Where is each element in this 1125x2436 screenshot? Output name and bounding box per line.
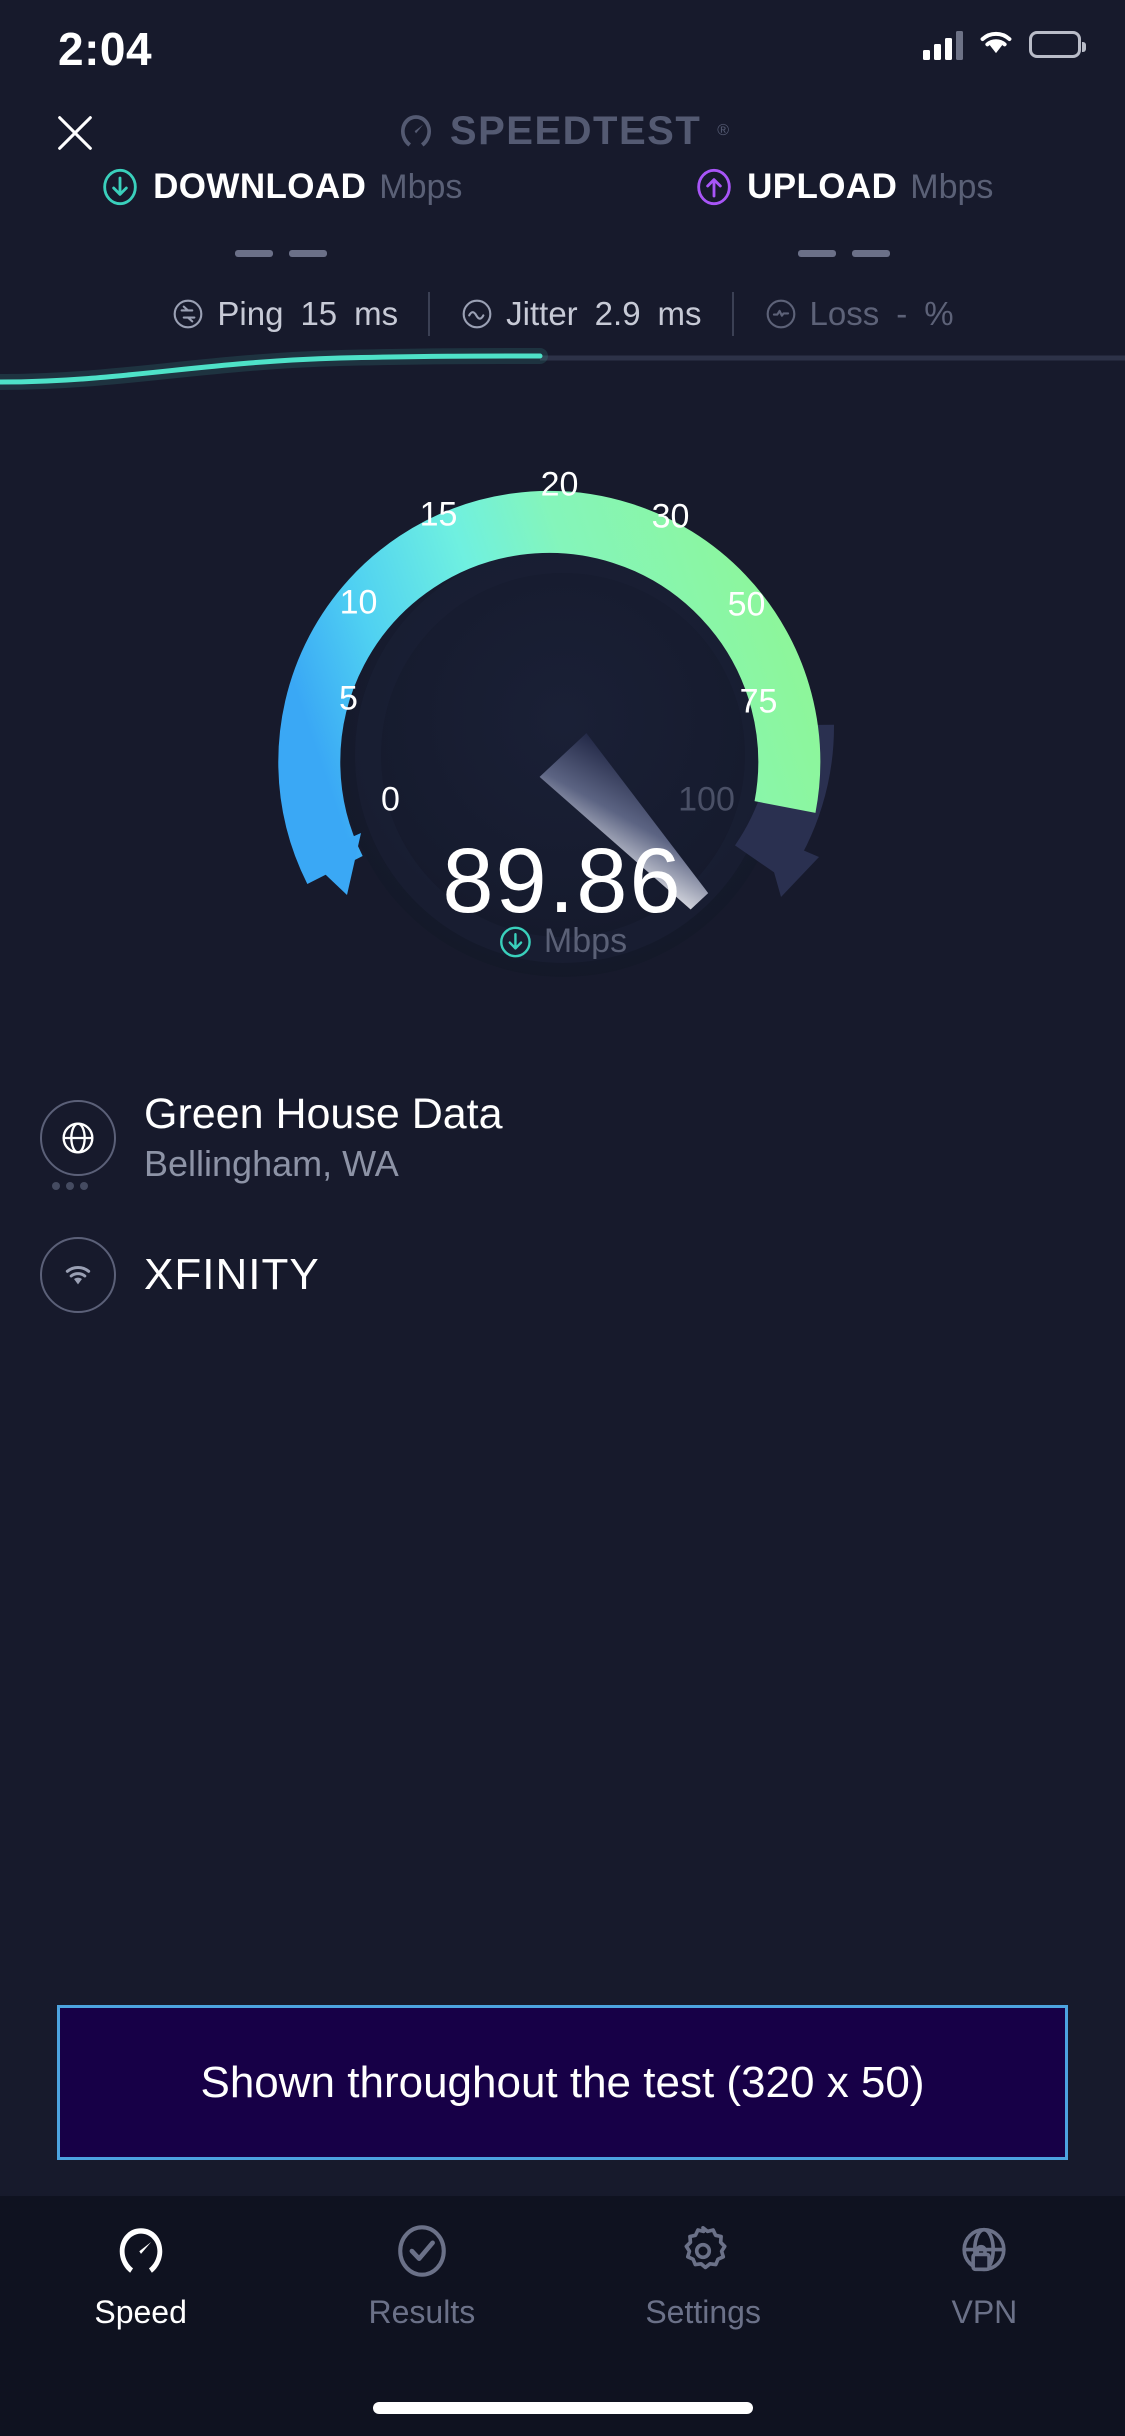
upload-header: UPLOAD Mbps <box>563 160 1125 214</box>
wifi-icon <box>977 28 1015 61</box>
upload-label: UPLOAD <box>747 167 898 206</box>
jitter-value: 2.9 <box>594 295 641 332</box>
gauge-tick-75: 75 <box>739 682 778 721</box>
speed-gauge: 0 5 10 15 20 30 50 75 100 <box>263 455 863 977</box>
download-label: DOWNLOAD <box>153 167 367 206</box>
speed-unit-label: Mbps <box>543 922 628 960</box>
server-name: Green House Data <box>144 1090 503 1138</box>
divider <box>428 292 431 336</box>
tab-settings[interactable]: Settings <box>563 2222 844 2436</box>
more-dots-icon[interactable] <box>52 1182 88 1190</box>
app-brand: SPEEDTEST ® <box>0 103 1125 159</box>
jitter-unit: ms <box>657 295 702 332</box>
jitter-label: Jitter <box>506 295 578 332</box>
download-progress-line <box>0 340 1125 400</box>
connection-info: Green House Data Bellingham, WA XFINITY <box>0 1090 1125 1314</box>
isp-name: XFINITY <box>144 1250 320 1300</box>
upload-arrow-icon <box>694 167 734 207</box>
ping-unit: ms <box>354 295 399 332</box>
gauge-tick-5: 5 <box>339 679 358 718</box>
tab-speed[interactable]: Speed <box>0 2222 281 2436</box>
gauge-tick-50: 50 <box>727 585 766 624</box>
ping-label: Ping <box>217 295 284 332</box>
value-dash <box>851 249 890 257</box>
globe-lock-icon <box>955 2222 1013 2280</box>
ad-banner-text: Shown throughout the test (320 x 50) <box>200 2057 925 2107</box>
upload-value <box>563 228 1125 278</box>
loss-label: Loss <box>809 295 880 332</box>
download-value <box>0 228 563 278</box>
gauge-tick-10: 10 <box>339 583 378 622</box>
isp-text: XFINITY <box>144 1250 320 1300</box>
home-indicator[interactable] <box>372 2402 753 2414</box>
trademark-mark: ® <box>717 122 730 139</box>
jitter-icon <box>460 297 494 331</box>
upload-unit: Mbps <box>910 167 994 206</box>
server-location: Bellingham, WA <box>144 1143 399 1185</box>
server-text: Green House Data Bellingham, WA <box>144 1090 503 1185</box>
status-bar: 2:04 <box>0 0 1125 100</box>
download-arrow-icon <box>100 167 140 207</box>
value-dash <box>797 249 836 257</box>
speed-value: 89.86 <box>442 830 683 932</box>
gauge-tick-20: 20 <box>540 465 579 504</box>
speedometer-icon <box>112 2222 170 2280</box>
tab-speed-label: Speed <box>94 2294 187 2330</box>
tab-settings-label: Settings <box>645 2294 761 2330</box>
speedometer-icon <box>396 111 436 151</box>
value-dash <box>289 249 328 257</box>
download-header: DOWNLOAD Mbps <box>0 160 563 214</box>
loss-unit: % <box>924 295 954 332</box>
status-bar-indicators <box>923 28 1086 61</box>
close-icon[interactable] <box>40 98 110 168</box>
value-dash <box>235 249 274 257</box>
check-circle-icon <box>393 2222 451 2280</box>
server-row[interactable]: Green House Data Bellingham, WA <box>0 1090 1125 1190</box>
download-arrow-icon <box>498 925 532 959</box>
ad-banner[interactable]: Shown throughout the test (320 x 50) <box>57 2005 1068 2160</box>
tab-vpn[interactable]: VPN <box>844 2222 1125 2436</box>
cellular-bars-icon <box>923 30 963 60</box>
isp-row[interactable]: XFINITY <box>0 1237 1125 1314</box>
gear-icon <box>674 2222 732 2280</box>
jitter-metric: Jitter 2.9 ms <box>430 295 731 333</box>
battery-icon <box>1029 31 1086 58</box>
loss-metric: Loss - % <box>734 295 984 333</box>
download-upload-header-row: DOWNLOAD Mbps UPLOAD Mbps <box>0 160 1125 214</box>
ping-icon <box>171 297 205 331</box>
loss-icon <box>764 297 798 331</box>
tab-results-label: Results <box>368 2294 476 2330</box>
wifi-icon <box>40 1237 116 1314</box>
gauge-tick-0: 0 <box>381 780 400 819</box>
download-unit: Mbps <box>379 167 463 206</box>
ping-value: 15 <box>300 295 338 332</box>
brand-name: SPEEDTEST <box>449 108 702 153</box>
speed-unit-row: Mbps <box>498 922 627 961</box>
globe-icon <box>40 1099 116 1176</box>
ping-metric: Ping 15 ms <box>141 295 428 333</box>
gauge-tick-100: 100 <box>678 780 735 819</box>
status-bar-clock: 2:04 <box>58 23 153 75</box>
bottom-tab-bar: Speed Results Settings <box>0 2196 1125 2436</box>
gauge-tick-30: 30 <box>651 497 690 536</box>
divider <box>731 292 734 336</box>
download-upload-values-row <box>0 228 1125 278</box>
tab-results[interactable]: Results <box>281 2222 562 2436</box>
network-quality-row: Ping 15 ms Jitter 2.9 ms L <box>0 285 1125 343</box>
loss-value: - <box>896 295 908 332</box>
tab-vpn-label: VPN <box>951 2294 1018 2330</box>
gauge-tick-15: 15 <box>419 495 458 534</box>
